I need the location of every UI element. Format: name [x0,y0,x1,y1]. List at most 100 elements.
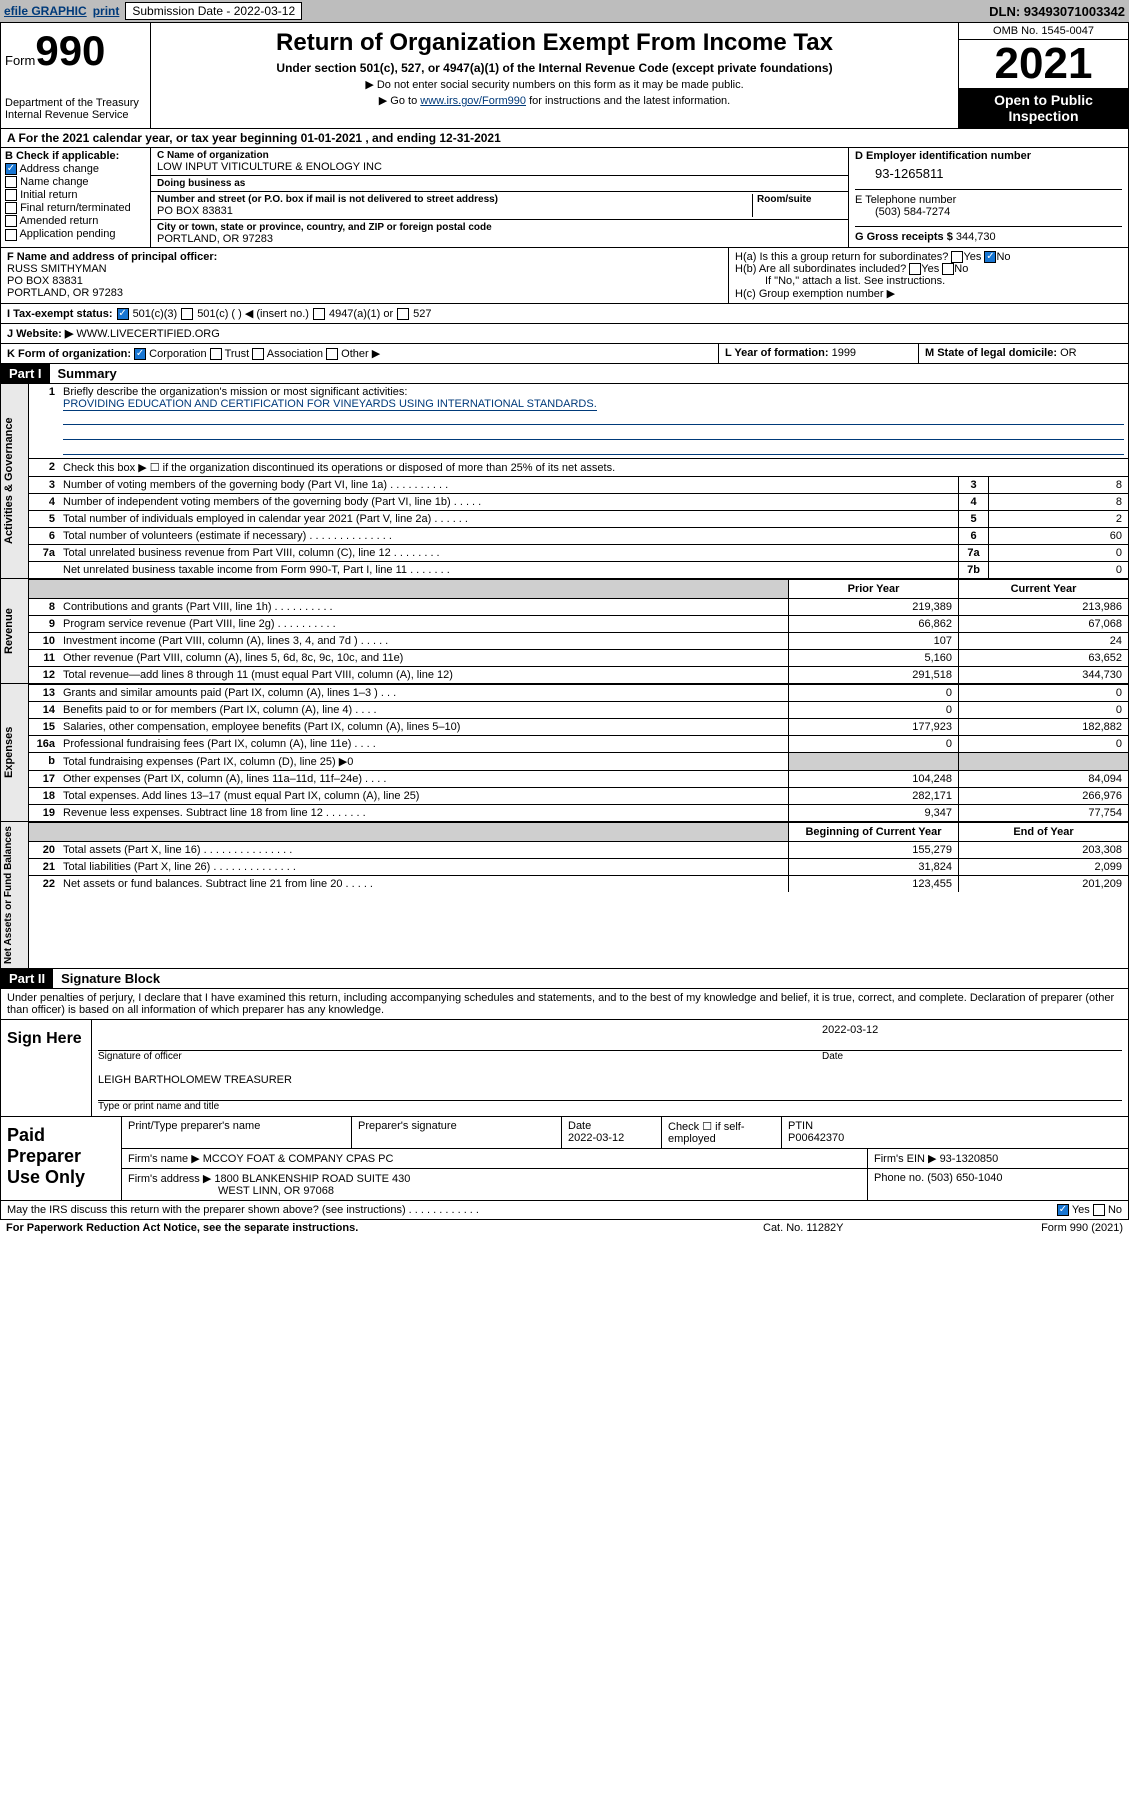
final-return-checkbox[interactable] [5,202,17,214]
ha-no-checkbox[interactable]: ✓ [984,251,996,263]
row-j: J Website: ▶ WWW.LIVECERTIFIED.ORG [0,324,1129,344]
line13: Grants and similar amounts paid (Part IX… [59,685,788,701]
date-label: Date [822,1051,1122,1062]
line22: Net assets or fund balances. Subtract li… [59,876,788,892]
app-pending-checkbox[interactable] [5,229,17,241]
corp-checkbox[interactable]: ✓ [134,348,146,360]
summary-activities: Activities & Governance 1 Briefly descri… [0,384,1129,579]
line14: Benefits paid to or for members (Part IX… [59,702,788,718]
preparer-name-header: Print/Type preparer's name [122,1117,352,1148]
year-formation: 1999 [832,347,856,359]
sig-officer-label: Signature of officer [98,1051,822,1062]
officer-addr1: PO BOX 83831 [7,275,722,287]
part-i-header: Part ISummary [0,364,1129,384]
line2: Check this box ▶ ☐ if the organization d… [59,459,1128,476]
declaration: Under penalties of perjury, I declare th… [0,989,1129,1020]
form-header: Form990 Department of the Treasury Inter… [0,22,1129,129]
vtab-revenue: Revenue [1,579,29,683]
discuss-yes-checkbox[interactable]: ✓ [1057,1204,1069,1216]
dln: DLN: 93493071003342 [989,4,1125,19]
address-change-checkbox[interactable]: ✓ [5,163,17,175]
vtab-activities: Activities & Governance [1,384,29,578]
ha-label: H(a) Is this a group return for subordin… [735,251,948,263]
4947-checkbox[interactable] [313,308,325,320]
sign-here-block: Sign Here 2022-03-12 Signature of office… [0,1020,1129,1117]
ein-label: D Employer identification number [855,150,1122,162]
summary-revenue: Revenue Prior YearCurrent Year 8Contribu… [0,579,1129,684]
paperwork-notice: For Paperwork Reduction Act Notice, see … [6,1222,763,1234]
preparer-sig-header: Preparer's signature [352,1117,562,1148]
amended-checkbox[interactable] [5,215,17,227]
vtab-expenses: Expenses [1,684,29,821]
discuss-row: May the IRS discuss this return with the… [0,1201,1129,1220]
line19: Revenue less expenses. Subtract line 18 … [59,805,788,821]
hb-label: H(b) Are all subordinates included? [735,263,906,275]
submission-date: Submission Date - 2022-03-12 [125,2,302,20]
col-de: D Employer identification number 93-1265… [848,148,1128,247]
hc-label: H(c) Group exemption number ▶ [735,287,1122,300]
form-label: Form [5,53,35,68]
room-label: Room/suite [752,194,842,217]
val5: 2 [988,511,1128,527]
ha-yes-checkbox[interactable] [951,251,963,263]
discuss-no-checkbox[interactable] [1093,1204,1105,1216]
note-link: ▶ Go to www.irs.gov/Form990 for instruct… [159,94,950,107]
omb-number: OMB No. 1545-0047 [959,23,1128,40]
ptin: P00642370 [788,1132,844,1144]
row-klm: K Form of organization: ✓ Corporation Tr… [0,344,1129,364]
self-employed-check: Check ☐ if self-employed [662,1117,782,1148]
527-checkbox[interactable] [397,308,409,320]
i-label: I Tax-exempt status: [7,308,113,320]
line5: Total number of individuals employed in … [59,511,958,527]
mission-text: PROVIDING EDUCATION AND CERTIFICATION FO… [63,398,597,411]
city: PORTLAND, OR 97283 [157,233,492,245]
officer-addr2: PORTLAND, OR 97283 [7,287,722,299]
sign-here-label: Sign Here [1,1020,91,1116]
print-link[interactable]: print [93,4,120,18]
org-name: LOW INPUT VITICULTURE & ENOLOGY INC [157,161,842,173]
line16b: Total fundraising expenses (Part IX, col… [59,753,788,770]
501c-checkbox[interactable] [181,308,193,320]
trust-checkbox[interactable] [210,348,222,360]
state-domicile: OR [1060,347,1077,359]
street: PO BOX 83831 [157,205,752,217]
irs-link[interactable]: www.irs.gov/Form990 [420,95,526,107]
j-label: J Website: ▶ [7,328,73,340]
hb-yes-checkbox[interactable] [909,263,921,275]
gross-label: G Gross receipts $ [855,231,953,243]
sign-date: 2022-03-12 [822,1024,1122,1036]
current-year-header: Current Year [958,580,1128,598]
hb-note: If "No," attach a list. See instructions… [735,275,1122,287]
line16a: Professional fundraising fees (Part IX, … [59,736,788,752]
line7b: Net unrelated business taxable income fr… [59,562,958,578]
ein: 93-1265811 [875,166,1122,181]
k-label: K Form of organization: [7,348,131,360]
city-label: City or town, state or province, country… [157,222,492,233]
line4: Number of independent voting members of … [59,494,958,510]
line15: Salaries, other compensation, employee b… [59,719,788,735]
officer-print-name: LEIGH BARTHOLOMEW TREASURER [98,1074,1122,1086]
telephone: (503) 584-7274 [875,206,1122,218]
501c3-checkbox[interactable]: ✓ [117,308,129,320]
firm-name: MCCOY FOAT & COMPANY CPAS PC [203,1153,394,1165]
assoc-checkbox[interactable] [252,348,264,360]
summary-expenses: Expenses 13Grants and similar amounts pa… [0,684,1129,822]
other-checkbox[interactable] [326,348,338,360]
col-b: B Check if applicable: ✓ Address change … [1,148,151,247]
street-label: Number and street (or P.O. box if mail i… [157,194,752,205]
topbar: efile GRAPHIC print Submission Date - 20… [0,0,1129,22]
line8: Contributions and grants (Part VIII, lin… [59,599,788,615]
firm-addr1: 1800 BLANKENSHIP ROAD SUITE 430 [214,1173,410,1185]
line18: Total expenses. Add lines 13–17 (must eq… [59,788,788,804]
val3: 8 [988,477,1128,493]
l-label: L Year of formation: [725,347,829,359]
name-change-checkbox[interactable] [5,176,17,188]
department: Department of the Treasury Internal Reve… [5,97,146,121]
line21: Total liabilities (Part X, line 26) . . … [59,859,788,875]
initial-return-checkbox[interactable] [5,189,17,201]
row-a: A For the 2021 calendar year, or tax yea… [0,129,1129,148]
paid-preparer-label: Paid Preparer Use Only [1,1117,121,1200]
efile-link[interactable]: efile GRAPHIC [4,4,87,18]
hb-no-checkbox[interactable] [942,263,954,275]
dba-label: Doing business as [157,178,245,189]
